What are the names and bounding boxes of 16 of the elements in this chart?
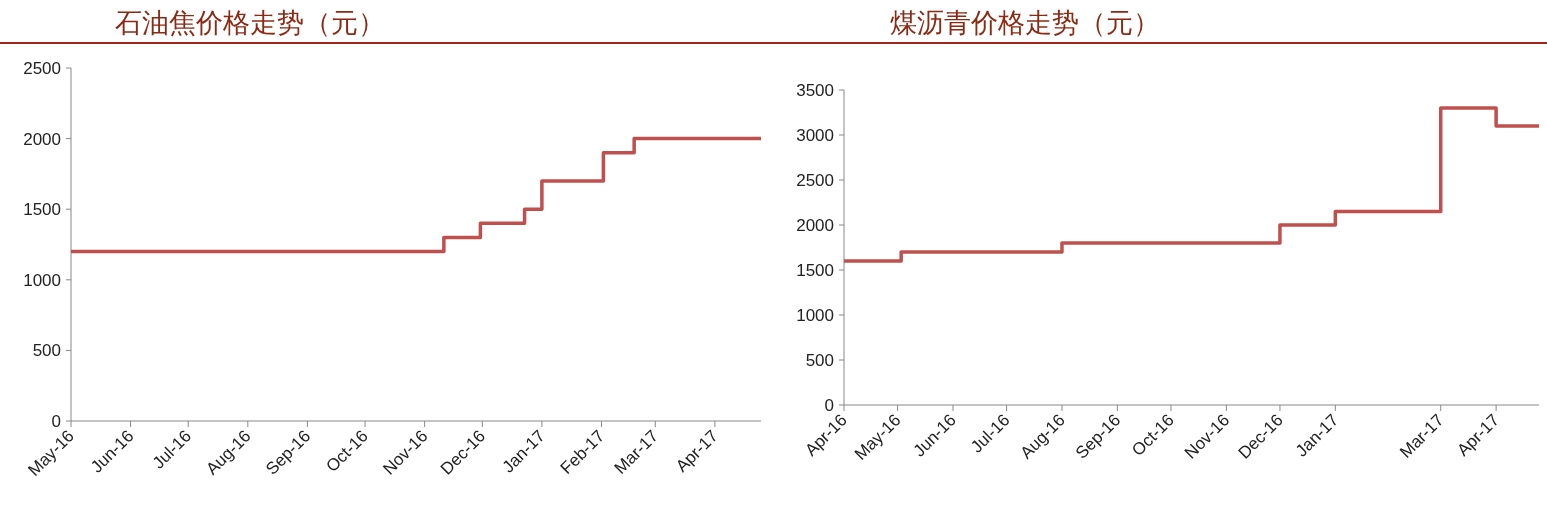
y-tick-label: 1500 (23, 200, 61, 220)
y-tick-label: 2000 (796, 216, 834, 235)
chart-title: 煤沥青价格走势（元） (890, 8, 1160, 38)
y-tick-label: 2000 (23, 129, 61, 149)
y-tick-label: 3500 (796, 81, 834, 100)
y-tick-label: 0 (51, 412, 61, 431)
y-tick-label: 2500 (796, 171, 834, 190)
y-tick-label: 1000 (23, 270, 61, 290)
y-tick-label: 500 (805, 351, 834, 370)
y-tick-label: 1000 (796, 306, 834, 325)
y-tick-label: 500 (32, 341, 61, 361)
y-tick-label: 0 (824, 396, 834, 415)
chart-title: 石油焦价格走势（元） (115, 8, 385, 38)
y-tick-label: 3000 (796, 126, 834, 145)
y-tick-label: 2500 (23, 59, 61, 78)
y-tick-label: 1500 (796, 261, 834, 280)
